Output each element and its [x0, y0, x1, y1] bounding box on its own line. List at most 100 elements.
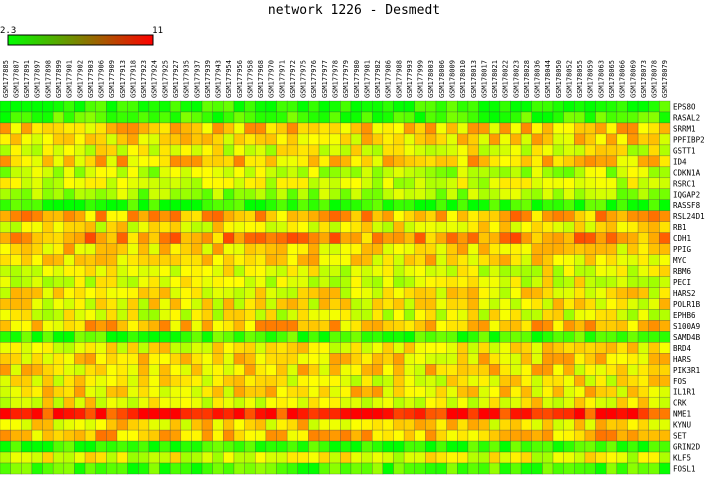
heatmap-cell: [276, 298, 288, 310]
heatmap-cell: [169, 364, 182, 376]
heatmap-cell: [297, 320, 309, 332]
heatmap-cell: [563, 133, 575, 146]
heatmap-cell: [403, 199, 416, 212]
heatmap-cell: [467, 451, 479, 464]
heatmap-cell: [616, 221, 628, 233]
heatmap-cell: [329, 232, 341, 244]
heatmap-cell: [63, 287, 75, 299]
heatmap-cell: [265, 287, 277, 299]
heatmap-cell: [233, 100, 245, 113]
heatmap-cell: [616, 320, 628, 332]
heatmap-cell: [627, 276, 639, 288]
heatmap-cell: [127, 254, 139, 266]
heatmap-cell: [63, 320, 75, 332]
row-label: RSL24D1: [673, 212, 705, 221]
heatmap-cell: [52, 451, 65, 464]
heatmap-cell: [435, 353, 447, 365]
heatmap-cell: [563, 177, 575, 190]
heatmap-cell: [605, 254, 618, 266]
heatmap-cell: [542, 210, 554, 222]
heatmap-cell: [244, 342, 256, 354]
heatmap-cell: [201, 342, 213, 354]
heatmap-cell: [446, 462, 458, 475]
heatmap-cell: [340, 177, 352, 190]
heatmap-cell: [520, 462, 533, 475]
heatmap-cell: [595, 243, 607, 255]
heatmap-cell: [52, 100, 65, 113]
heatmap-cell: [414, 100, 426, 113]
heatmap-cell: [286, 342, 299, 354]
heatmap-cell: [84, 243, 97, 255]
heatmap-cell: [627, 418, 639, 431]
heatmap-cell: [148, 221, 160, 233]
heatmap-cell: [84, 254, 97, 266]
heatmap-cell: [276, 199, 288, 212]
heatmap-cell: [584, 287, 596, 299]
heatmap-cell: [52, 385, 65, 398]
heatmap-cell: [329, 111, 341, 124]
heatmap-cell: [180, 342, 192, 354]
heatmap-cell: [42, 451, 54, 464]
heatmap-cell: [361, 177, 373, 190]
heatmap-cell: [350, 396, 362, 409]
heatmap-cell: [74, 364, 86, 376]
heatmap-cell: [435, 254, 447, 266]
heatmap-cell: [478, 144, 490, 157]
heatmap-cell: [637, 188, 650, 201]
heatmap-cell: [233, 276, 245, 288]
heatmap-cell: [159, 199, 171, 212]
heatmap-cell: [563, 429, 575, 442]
heatmap-cell: [191, 100, 203, 113]
heatmap-cell: [106, 309, 118, 321]
heatmap-cell: [648, 396, 660, 409]
heatmap-cell: [21, 287, 33, 299]
row-label: KLF5: [673, 454, 691, 463]
heatmap-cell: [212, 100, 224, 113]
heatmap-cell: [488, 462, 501, 475]
heatmap-cell: [605, 298, 618, 310]
heatmap-cell: [0, 276, 11, 288]
heatmap-cell: [159, 353, 171, 365]
heatmap-cell: [84, 309, 97, 321]
heatmap-cell: [297, 133, 309, 146]
heatmap-cell: [169, 462, 182, 475]
heatmap-cell: [159, 188, 171, 201]
column-label: GSM177903: [87, 60, 95, 98]
heatmap-cell: [63, 309, 75, 321]
heatmap-cell: [488, 166, 501, 179]
heatmap-cell: [21, 199, 33, 212]
heatmap-cell: [350, 133, 362, 146]
heatmap-cell: [574, 287, 586, 299]
heatmap-cell: [435, 243, 447, 255]
heatmap-cell: [371, 451, 384, 464]
heatmap-cell: [637, 396, 650, 409]
heatmap-cell: [159, 440, 171, 453]
heatmap-cell: [21, 331, 33, 343]
heatmap-cell: [308, 385, 320, 398]
heatmap-cell: [435, 111, 447, 124]
heatmap-cell: [393, 451, 405, 464]
heatmap-cell: [159, 166, 171, 179]
heatmap-cell: [340, 396, 352, 409]
heatmap-cell: [21, 111, 33, 124]
heatmap-cell: [52, 232, 65, 244]
heatmap-cell: [180, 331, 192, 343]
heatmap-cell: [21, 407, 33, 420]
heatmap-cell: [605, 407, 618, 420]
heatmap-cell: [31, 451, 43, 464]
heatmap-cell: [531, 276, 543, 288]
heatmap-cell: [414, 243, 426, 255]
column-label: GSM177897: [34, 60, 42, 98]
heatmap-cell: [21, 385, 33, 398]
heatmap-cell: [265, 440, 277, 453]
heatmap-cell: [584, 166, 596, 179]
heatmap-cell: [106, 210, 118, 222]
heatmap-cell: [340, 155, 352, 168]
heatmap-cell: [393, 287, 405, 299]
heatmap-cell: [595, 462, 607, 475]
heatmap-cell: [201, 407, 213, 420]
column-label: GSM177956: [236, 60, 244, 98]
heatmap-cell: [31, 287, 43, 299]
heatmap-cell: [297, 462, 309, 475]
heatmap-cell: [74, 188, 86, 201]
